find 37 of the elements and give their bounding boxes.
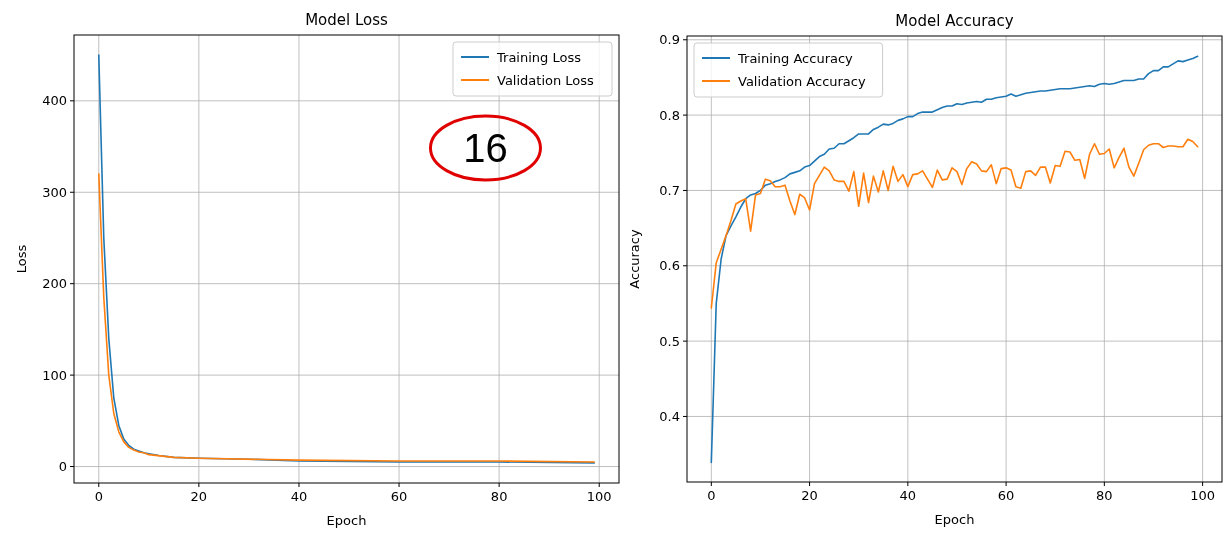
x-tick-label: 80 [1096, 488, 1113, 503]
y-tick-label: 100 [42, 367, 67, 383]
x-tick-label: 40 [290, 489, 308, 504]
y-tick-label: 0 [58, 459, 67, 475]
y-axis-title: Loss [14, 244, 29, 274]
x-axis-title: Epoch [326, 513, 367, 528]
x-axis-title: Epoch [934, 512, 975, 527]
y-tick-label: 0.5 [659, 333, 680, 349]
y-tick-label: 300 [42, 184, 67, 200]
x-tick-label: 60 [997, 488, 1015, 503]
y-tick-label: 0.4 [659, 408, 680, 424]
y-tick-label: 0.8 [659, 107, 680, 123]
x-tick-label: 0 [707, 488, 716, 503]
legend-label: Training Accuracy [737, 51, 854, 66]
annotation: 16 [463, 126, 508, 170]
x-tick-label: 20 [801, 488, 818, 503]
x-tick-label: 80 [490, 489, 508, 504]
y-tick-label: 200 [42, 276, 67, 292]
legend-label: Validation Accuracy [738, 74, 866, 89]
y-tick-label: 400 [42, 93, 67, 109]
x-tick-label: 40 [899, 488, 917, 503]
chart-title: Model Accuracy [895, 12, 1014, 30]
x-tick-label: 100 [586, 489, 612, 504]
line-series [710, 138, 1199, 309]
x-tick-label: 60 [390, 489, 408, 504]
line-series [97, 173, 596, 463]
y-tick-label: 0.7 [659, 182, 680, 198]
legend-label: Validation Loss [497, 73, 595, 88]
x-tick-label: 20 [190, 489, 208, 504]
y-axis-title: Accuracy [627, 229, 642, 289]
legend-label: Training Loss [496, 50, 582, 65]
chart-title: Model Loss [305, 11, 389, 29]
x-tick-label: 100 [1190, 488, 1216, 503]
x-tick-label: 0 [94, 489, 103, 504]
line-series [710, 55, 1199, 464]
y-tick-label: 0.6 [659, 258, 680, 274]
y-tick-label: 0.9 [659, 32, 680, 48]
